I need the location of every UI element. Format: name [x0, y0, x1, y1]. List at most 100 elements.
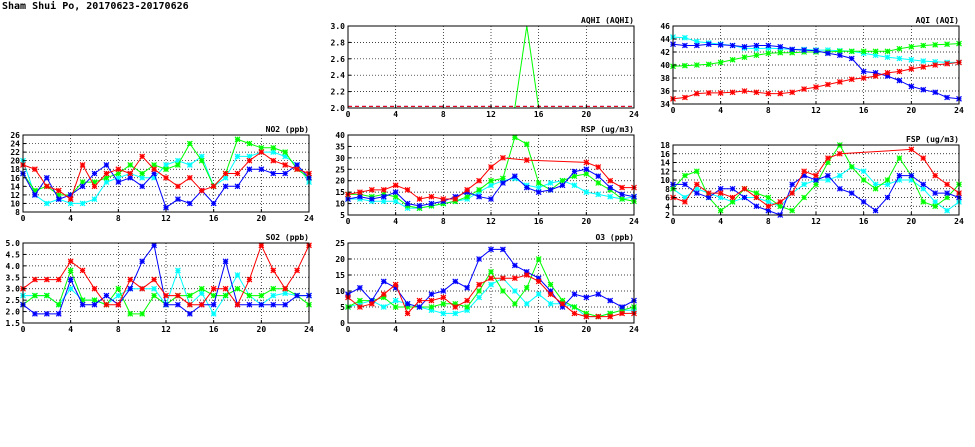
data-point — [884, 69, 891, 76]
data-point — [920, 198, 927, 205]
data-point — [523, 300, 530, 307]
y-tick-label: 2.2 — [331, 88, 346, 97]
data-point — [607, 184, 614, 191]
data-point — [222, 258, 229, 265]
data-point — [43, 310, 50, 317]
data-point — [258, 166, 265, 173]
data-point — [186, 292, 193, 299]
data-point — [896, 155, 903, 162]
data-point — [464, 297, 471, 304]
data-point — [31, 310, 38, 317]
y-tick-label: 40 — [660, 61, 670, 70]
data-point — [127, 174, 134, 181]
data-point — [765, 198, 772, 205]
x-tick-label: 4 — [393, 325, 398, 334]
data-point — [31, 191, 38, 198]
data-point — [753, 45, 760, 52]
x-tick-label: 12 — [811, 217, 821, 226]
data-point — [836, 185, 843, 192]
chart-title: NO2 (ppb) — [266, 125, 309, 134]
data-point — [151, 170, 158, 177]
data-point — [79, 183, 86, 190]
y-tick-label: 30 — [335, 154, 345, 163]
data-point — [789, 190, 796, 197]
data-point — [139, 170, 146, 177]
data-point — [824, 81, 831, 88]
data-point — [848, 163, 855, 170]
data-point — [765, 203, 772, 210]
data-point — [896, 172, 903, 179]
y-tick-label: 8 — [665, 185, 670, 194]
data-point — [428, 304, 435, 310]
data-point — [115, 285, 122, 292]
data-point — [932, 190, 939, 197]
x-tick-label: 24 — [304, 325, 314, 334]
data-point — [896, 77, 903, 84]
data-point — [43, 276, 50, 283]
data-point — [115, 170, 122, 177]
data-point — [884, 73, 891, 79]
y-tick-label: 2.8 — [331, 38, 346, 47]
x-tick-label: 12 — [486, 325, 496, 334]
data-point — [210, 310, 217, 317]
data-point — [595, 313, 602, 320]
data-point — [103, 162, 110, 168]
data-point — [884, 181, 891, 188]
data-point — [571, 291, 578, 298]
data-point — [222, 292, 229, 299]
data-point — [547, 180, 554, 186]
data-point — [222, 174, 229, 181]
data-point — [619, 310, 626, 317]
data-point — [151, 162, 158, 168]
data-point — [729, 185, 736, 192]
data-point — [765, 194, 772, 201]
x-tick-label: 8 — [116, 325, 121, 334]
y-tick-label: 20 — [335, 177, 345, 186]
x-tick-label: 0 — [21, 214, 26, 223]
y-tick-label: 2.4 — [331, 71, 346, 80]
data-point — [801, 168, 808, 175]
data-point — [186, 301, 193, 308]
data-point — [198, 285, 205, 292]
data-point — [356, 300, 363, 307]
data-point — [452, 304, 459, 310]
data-point — [294, 292, 301, 299]
data-point — [368, 297, 375, 304]
data-point — [777, 49, 784, 56]
data-point — [464, 304, 471, 310]
data-point — [511, 134, 518, 141]
data-point — [103, 170, 110, 177]
data-point — [163, 162, 169, 168]
data-point — [392, 281, 399, 288]
data-point — [380, 291, 387, 298]
data-point — [356, 297, 363, 304]
data-point — [860, 48, 867, 55]
data-point — [476, 193, 483, 200]
data-point — [428, 291, 435, 298]
data-point — [824, 159, 831, 166]
x-tick-label: 0 — [346, 325, 351, 334]
data-point — [729, 42, 736, 49]
data-point — [836, 48, 843, 55]
data-point — [789, 46, 796, 53]
data-point — [741, 43, 748, 50]
chart-title: O3 (ppb) — [595, 233, 634, 242]
y-tick-label: 22 — [10, 148, 20, 157]
data-point — [836, 150, 843, 157]
data-point — [571, 310, 578, 317]
chart-o3: 0 4 8 12 16 20 24 0 5 10 15 20 25 O3 (ppb) — [335, 233, 639, 334]
data-point — [523, 284, 530, 291]
data-point — [944, 190, 951, 197]
data-point — [693, 168, 700, 175]
data-point — [234, 153, 241, 160]
y-tick-label: 5 — [340, 303, 345, 312]
data-point — [464, 307, 471, 314]
data-point — [163, 166, 169, 173]
x-tick-label: 24 — [629, 110, 639, 119]
data-point — [43, 174, 50, 181]
x-tick-label: 16 — [534, 217, 544, 226]
data-point — [607, 297, 614, 304]
data-point — [559, 297, 566, 304]
data-point — [488, 275, 494, 282]
